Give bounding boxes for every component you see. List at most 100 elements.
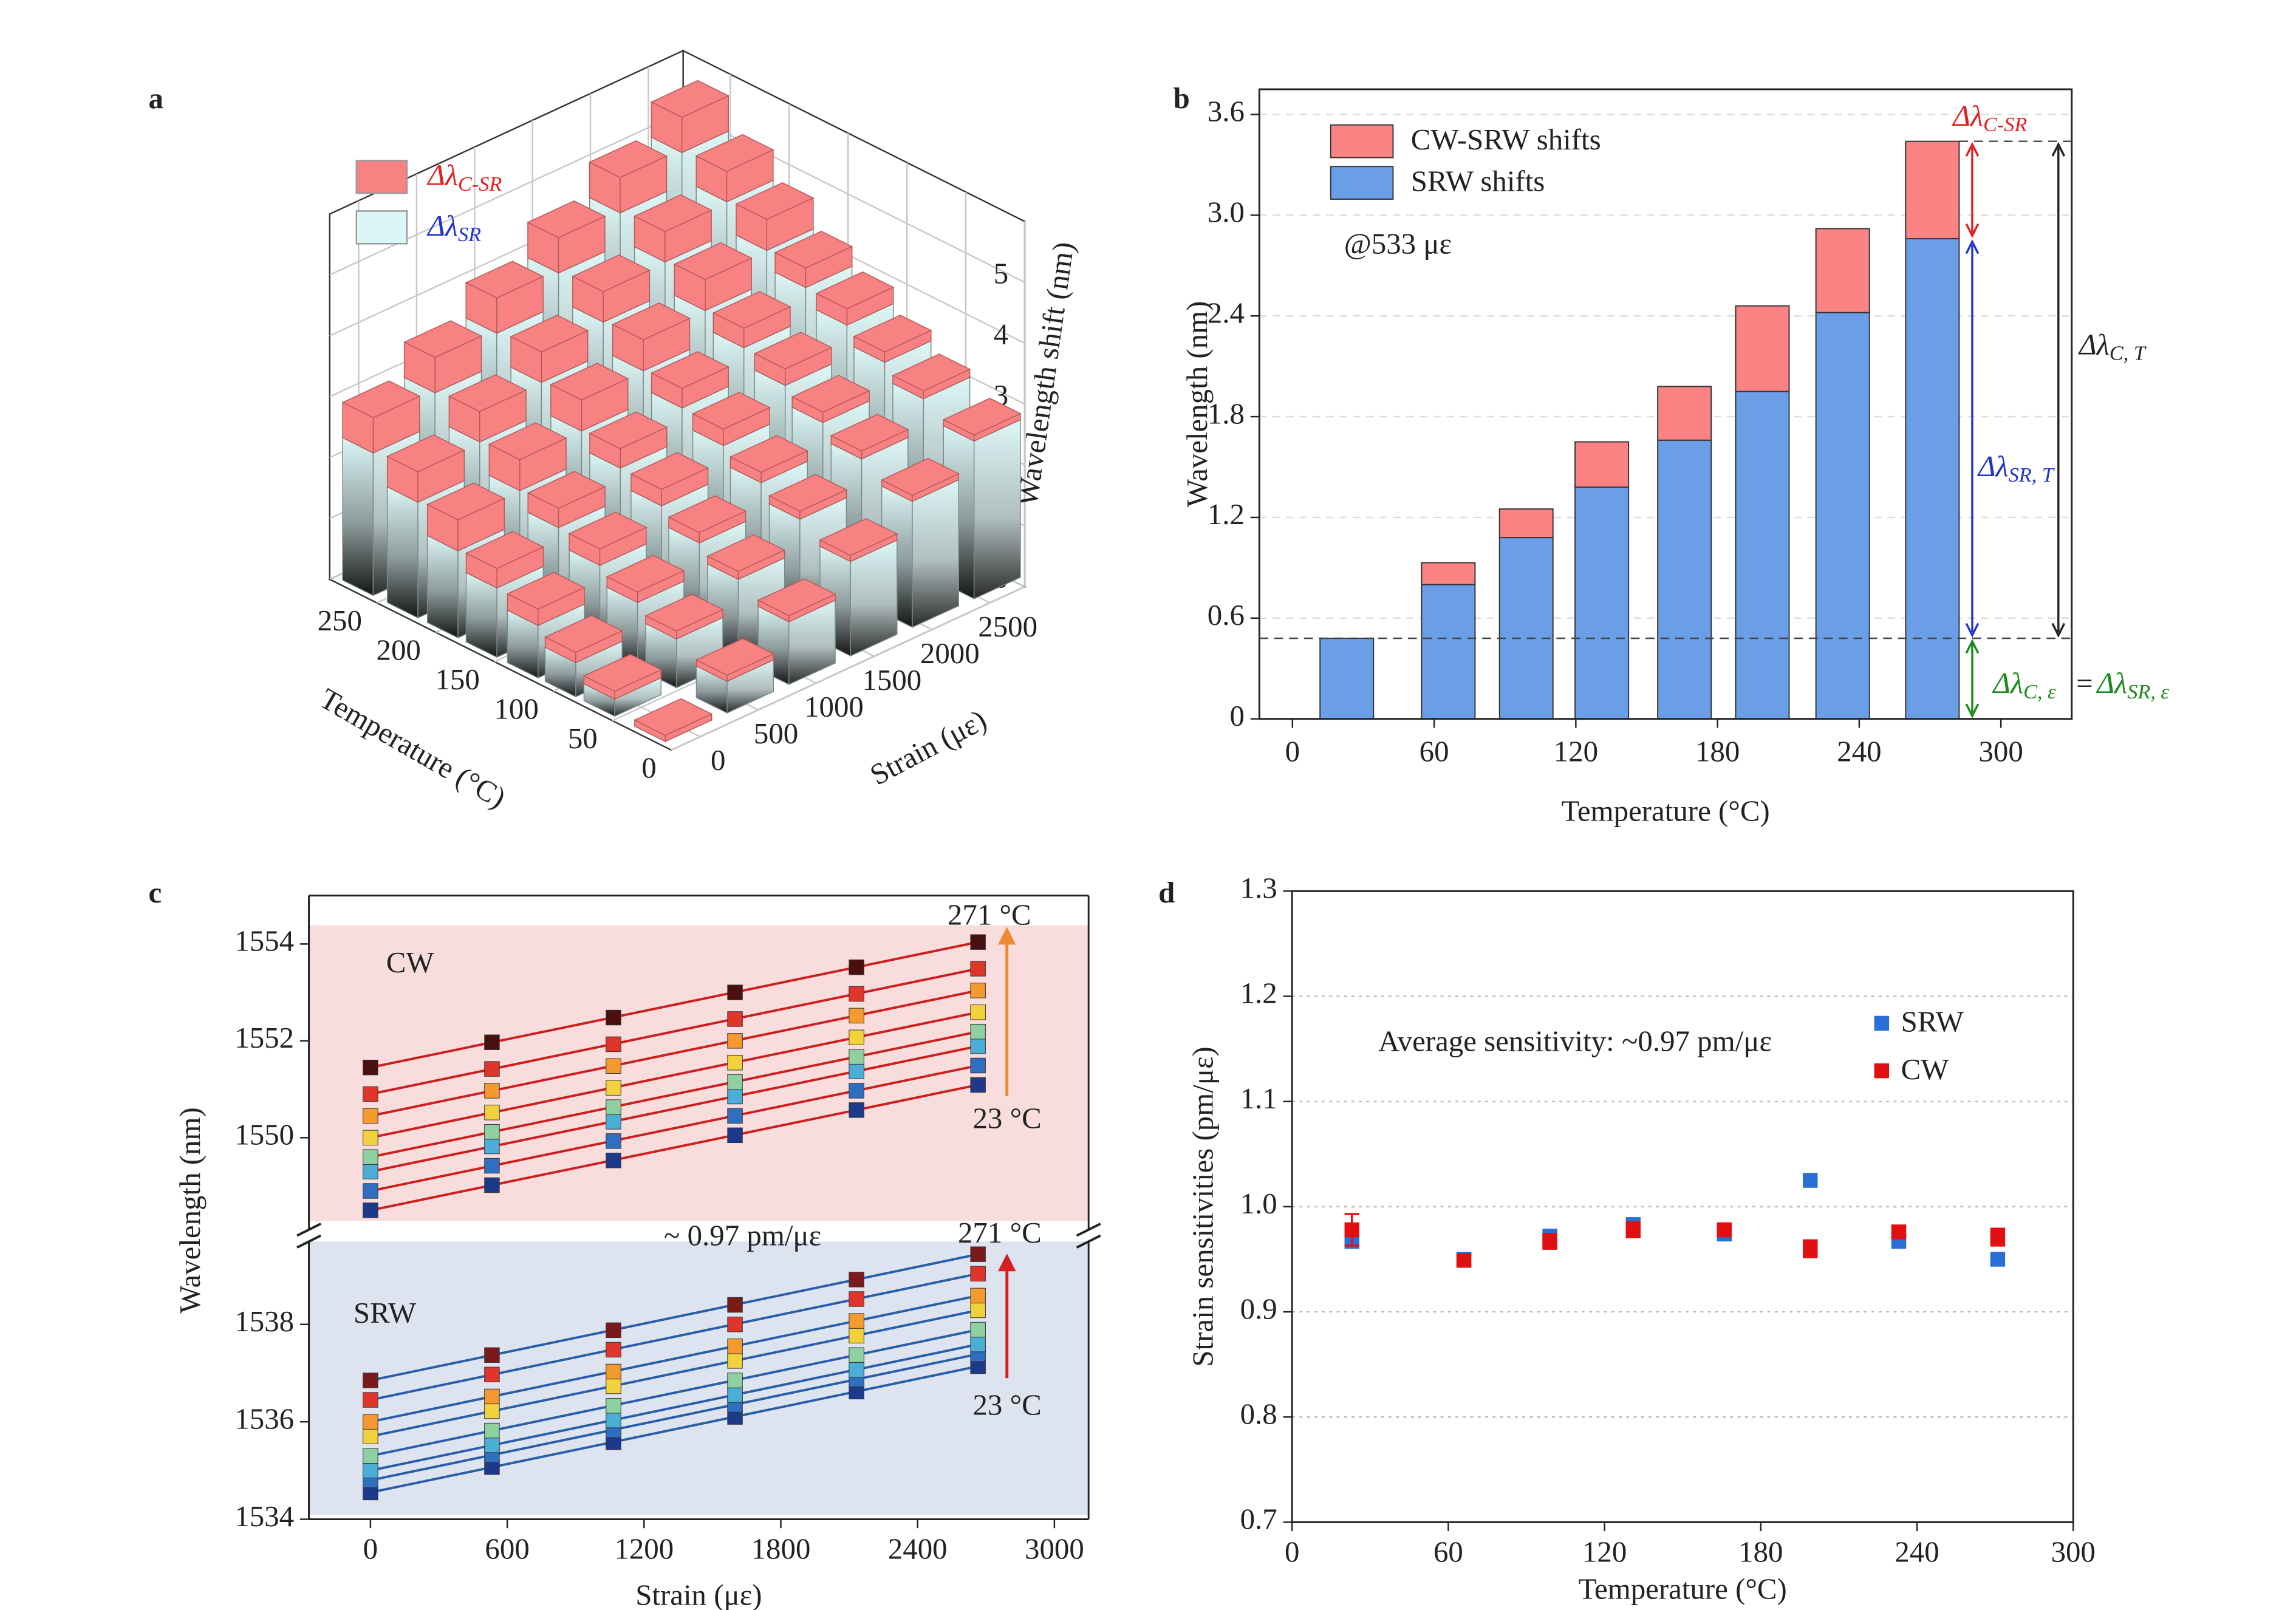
marker: [970, 1288, 986, 1304]
legend-swatch: [1330, 124, 1394, 159]
fit-line: [370, 1328, 979, 1458]
arrow-head: [2051, 142, 2066, 157]
legend-label-sub: SR: [458, 223, 481, 246]
legend-label: ΔλC-SR: [426, 159, 502, 196]
y-axis-title: Wavelength (nm): [1180, 301, 1214, 508]
bar-cap: [830, 414, 909, 460]
bar-top: [735, 182, 815, 220]
bar-top: [644, 593, 724, 632]
bar: [1905, 238, 1960, 720]
marker: [849, 986, 864, 1002]
bar-top: [568, 511, 647, 550]
bar-top: [774, 230, 853, 269]
fit-line: [370, 967, 979, 1096]
arrow-head: [1965, 223, 1980, 238]
bar-cap: [633, 194, 712, 263]
axis-break: [1076, 1234, 1101, 1249]
x-tick-label: 200: [377, 633, 421, 667]
x-tick-label: 120: [1554, 735, 1598, 768]
bar-top: [611, 302, 691, 341]
bar-cap: [341, 380, 421, 454]
bar-cap: [768, 474, 848, 520]
x-tick-label: 100: [494, 692, 538, 726]
y-axis-title: Wavelength (nm): [173, 1107, 207, 1314]
bar-top: [942, 397, 1022, 436]
bar-top: [465, 261, 544, 299]
y-tick-label: 1536: [234, 1402, 294, 1435]
x-tick-label: 0: [641, 751, 656, 784]
legend-label: SRW: [1901, 1005, 1964, 1039]
x-axis-title: Temperature (°C): [1561, 794, 1769, 827]
plot-frame: [1258, 88, 2073, 720]
x-tick-label: 600: [485, 1532, 529, 1566]
marker: [484, 1437, 500, 1453]
marker: [849, 1347, 864, 1363]
bar-cap: [691, 392, 771, 446]
x-axis-title: Temperature (°C): [315, 681, 512, 814]
bar-cap: [695, 638, 775, 683]
x-tick-label: 1800: [751, 1532, 811, 1566]
marker: [970, 1038, 986, 1054]
arrow-head: [998, 1253, 1016, 1272]
bar: [1815, 312, 1870, 720]
fit-line: [370, 1294, 979, 1424]
panel-label: a: [149, 81, 163, 115]
bar-top: [572, 254, 651, 293]
marker: [363, 1149, 378, 1165]
marker: [363, 1202, 378, 1218]
y-tick-label: 1.2: [1240, 977, 1277, 1010]
annotation-main: Δλ: [1952, 99, 1983, 132]
marker: [363, 1462, 378, 1479]
bar: [1815, 228, 1870, 313]
bar-top: [712, 291, 791, 329]
panel-label: b: [1174, 81, 1190, 115]
fit-line: [370, 1030, 979, 1159]
bar-top: [634, 698, 713, 736]
y-tick-label: 2000: [920, 636, 980, 670]
marker: [970, 983, 986, 998]
marker: [484, 1124, 500, 1140]
y-tick-label: 1.0: [1240, 1187, 1277, 1220]
bar-cap: [506, 571, 586, 627]
bar-cap: [589, 411, 668, 469]
bar-top: [650, 351, 729, 389]
y-tick-label: 500: [754, 717, 798, 750]
marker: [1456, 1252, 1472, 1268]
marker: [727, 1387, 743, 1403]
bar-top: [630, 452, 709, 490]
marker: [484, 1388, 500, 1405]
fit-line: [370, 1253, 979, 1382]
x-tick-label: 60: [1433, 1535, 1463, 1568]
marker: [727, 1127, 743, 1144]
y-axis-title: Strain sensitivities (pm/με): [1186, 1046, 1220, 1366]
marker: [606, 1322, 621, 1339]
legend-label: CW: [1901, 1052, 1950, 1086]
bar-cap: [729, 435, 809, 483]
marker: [970, 1023, 986, 1040]
y-tick-label: 0: [711, 743, 725, 777]
marker: [970, 1005, 986, 1020]
x-tick-label: 300: [1978, 735, 2023, 768]
x-tick-label: 180: [1695, 735, 1740, 768]
legend-label-main: Δλ: [426, 209, 458, 242]
slope-label: ~ 0.97 pm/με: [664, 1219, 821, 1252]
bar-top: [729, 435, 809, 473]
y-tick-label: 0: [1229, 699, 1244, 732]
z-tick-label: 4: [994, 318, 1008, 351]
bar-cap: [668, 495, 747, 544]
marker: [363, 1108, 378, 1124]
x-tick-label: 240: [1895, 1535, 1939, 1568]
y-tick-label: 3.6: [1208, 95, 1245, 128]
marker: [363, 1373, 378, 1388]
x-tick-label: 300: [2051, 1535, 2096, 1568]
x-tick-label: 0: [1285, 735, 1300, 768]
y-tick-label: 1552: [234, 1021, 294, 1054]
fit-line: [370, 1309, 979, 1438]
marker: [727, 984, 743, 1000]
bar-cap: [572, 254, 651, 323]
annotation-sub: C-SR: [1983, 113, 2027, 136]
marker: [727, 1088, 743, 1105]
bar: [1735, 305, 1790, 392]
fit-line: [370, 1083, 979, 1212]
panel-label: d: [1158, 876, 1175, 909]
